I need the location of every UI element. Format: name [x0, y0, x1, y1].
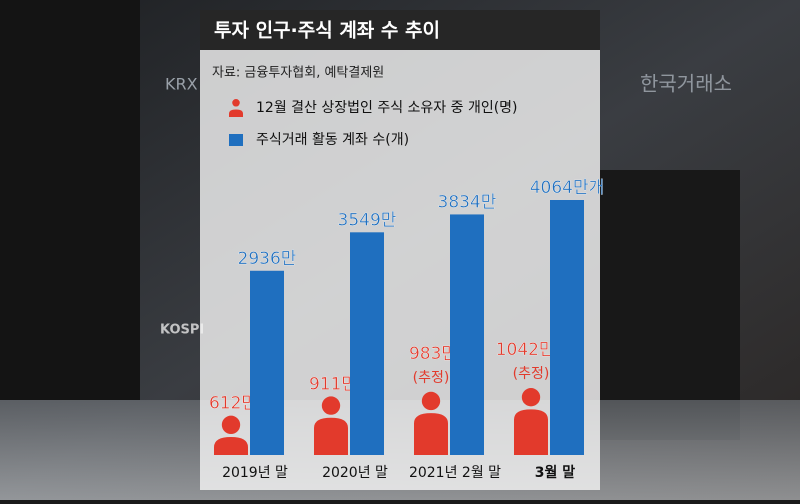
- value-note: (추정): [413, 370, 450, 386]
- bg-text: KOSPI: [160, 323, 204, 338]
- source: 자료: 금융투자협회, 예탁결제원: [212, 66, 384, 81]
- value-note: (추정): [513, 366, 550, 382]
- bar: [450, 214, 484, 455]
- bar: [350, 232, 384, 455]
- title-bar: [200, 10, 600, 50]
- x-tick-label: 2019년 말: [222, 465, 288, 481]
- value-label: 983만: [409, 344, 457, 364]
- value-label: 2936만: [238, 249, 297, 269]
- value-label: 4064만개: [530, 178, 605, 198]
- legend: 12월 결산 상장법인 주식 소유자 중 개인(명) 주식거래 활동 계좌 수(개…: [229, 99, 518, 148]
- person-marker: [214, 415, 248, 455]
- legend-label: 주식거래 활동 계좌 수(개): [256, 132, 409, 148]
- value-label: 612만: [209, 394, 257, 414]
- plot: 2019년 말 612만 2936만 2020년 말 911만 3549만 2021년 2월…: [209, 178, 605, 481]
- bg-text: KRX: [165, 75, 198, 94]
- x-tick-label: 2021년 2월 말: [409, 465, 501, 481]
- board-left: [0, 0, 140, 400]
- value-label: 3549만: [338, 210, 397, 230]
- person-marker: [414, 391, 448, 455]
- board-right: [600, 170, 740, 440]
- legend-marker: [229, 99, 243, 117]
- legend-label: 12월 결산 상장법인 주식 소유자 중 개인(명): [256, 100, 518, 116]
- chart-title: 투자 인구·주식 계좌 수 추이: [214, 20, 440, 42]
- person-marker: [514, 388, 548, 455]
- x-tick-label: 2020년 말: [322, 465, 388, 481]
- legend-marker: [229, 134, 243, 146]
- x-tick-label: 3월 말: [535, 464, 575, 481]
- bar: [250, 270, 284, 455]
- value-label: 3834만: [438, 192, 497, 212]
- person-marker: [314, 396, 348, 455]
- value-label: 911만: [309, 374, 357, 394]
- bg-text: 한국거래소: [640, 72, 732, 96]
- bar: [550, 200, 584, 455]
